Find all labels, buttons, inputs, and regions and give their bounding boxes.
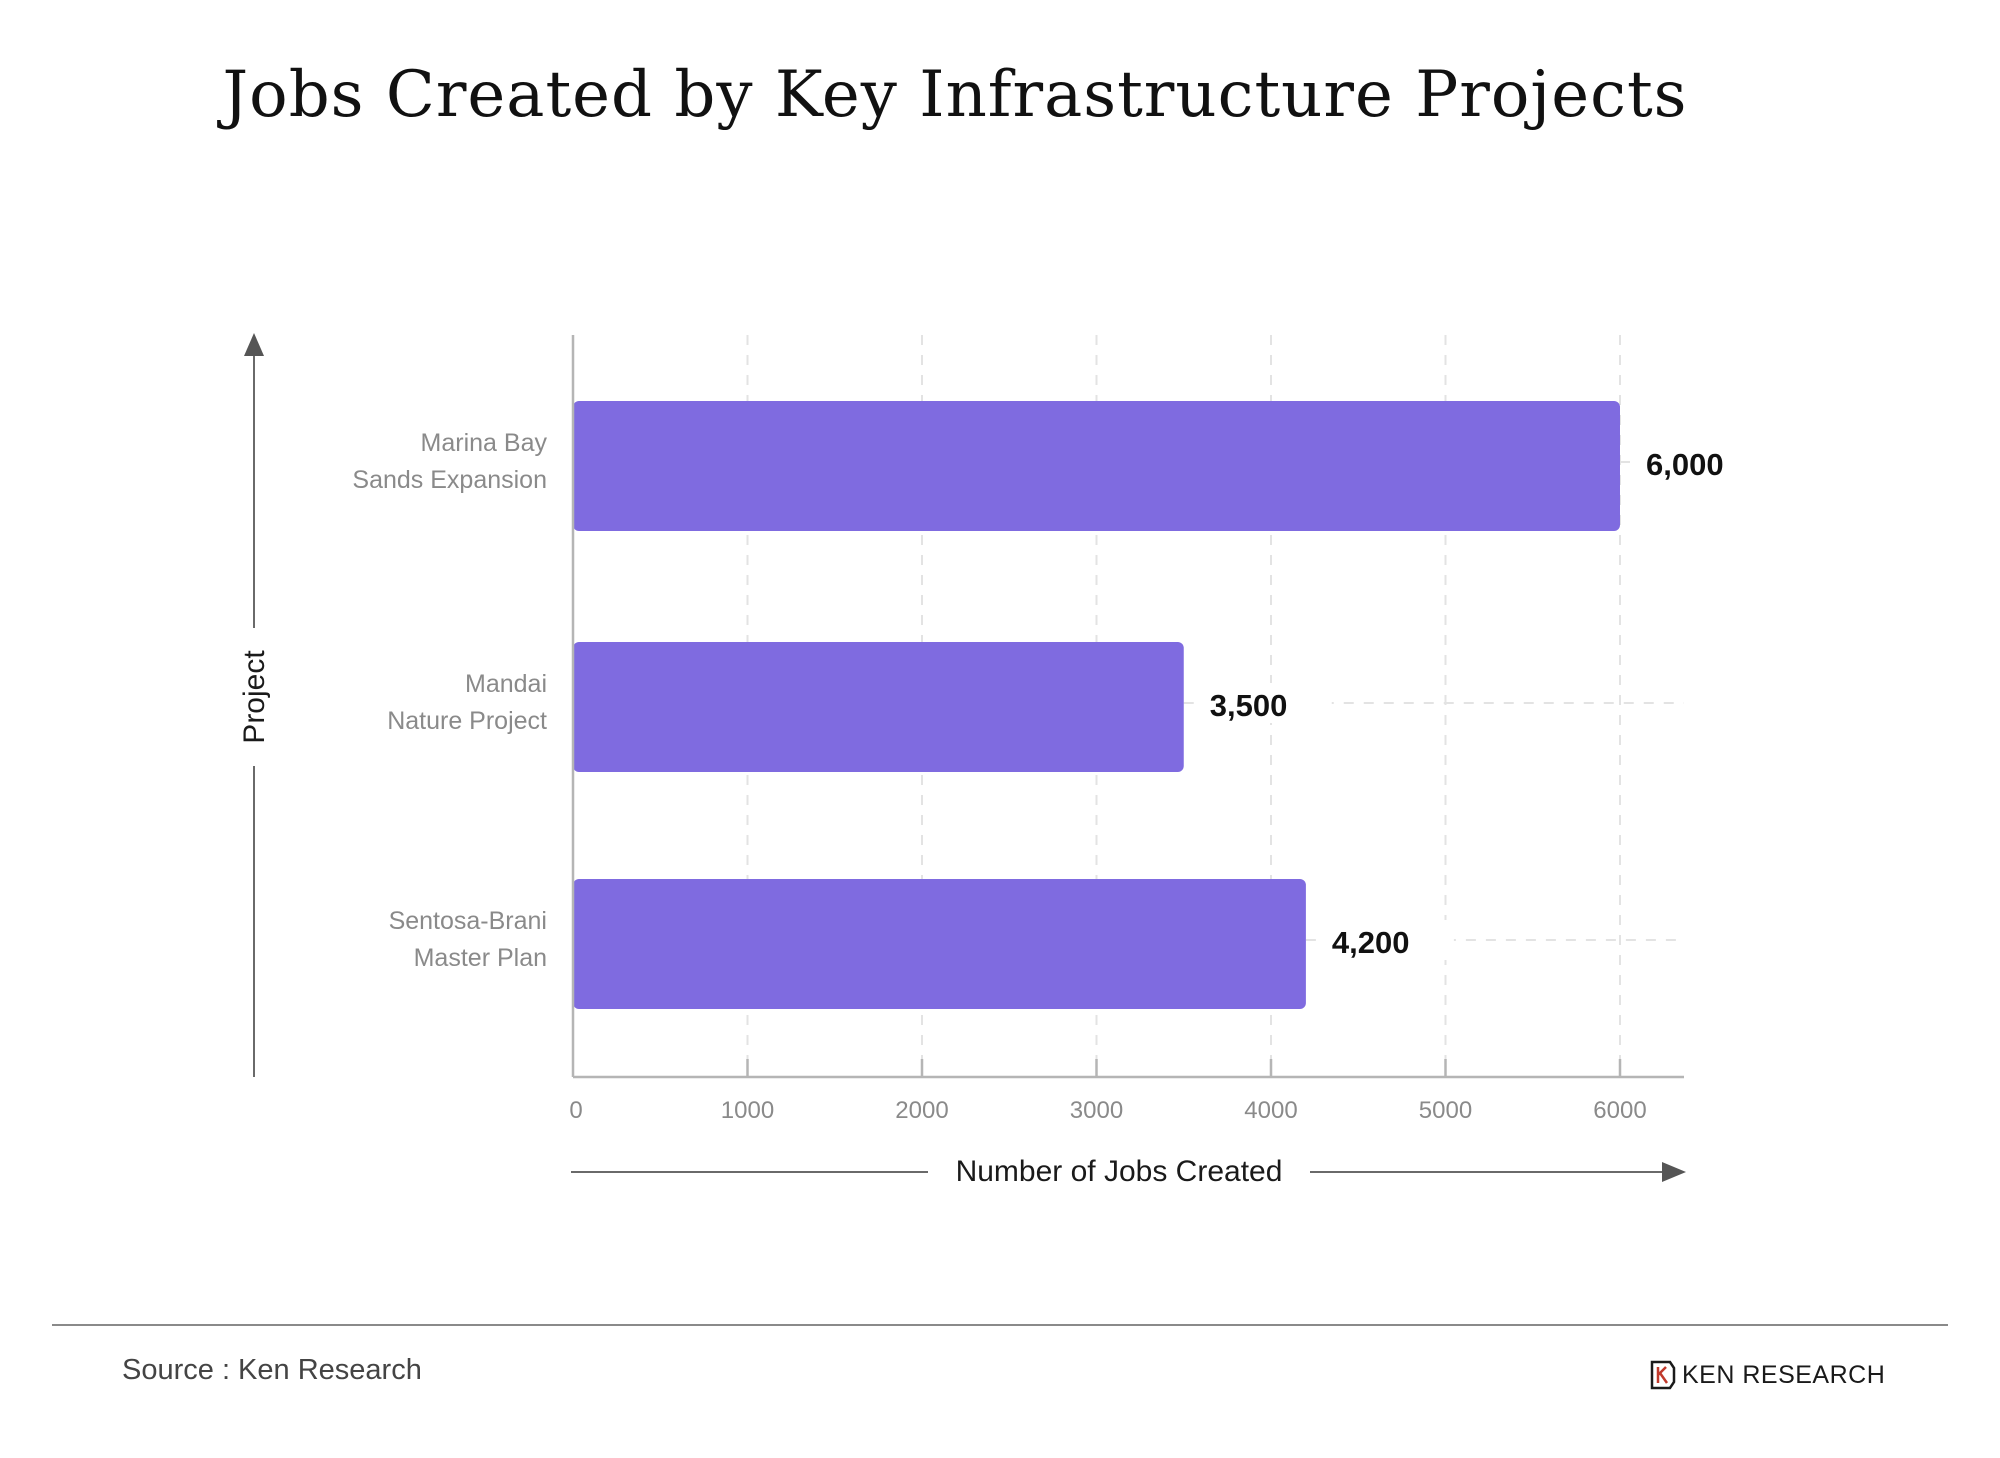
ken-research-logo-icon: [1650, 1360, 1676, 1390]
x-tick-label: 5000: [1419, 1097, 1472, 1124]
y-axis-arrow-head: [244, 333, 264, 356]
data-label-bg: [1323, 920, 1454, 960]
bar: [573, 879, 1306, 1009]
brand-text: KEN RESEARCH: [1682, 1360, 1886, 1389]
category-label: Sentosa-Brani: [389, 907, 547, 935]
data-label-bg: [1201, 683, 1332, 723]
category-label: Marina Bay: [421, 429, 548, 457]
category-label: Sands Expansion: [352, 466, 547, 494]
data-label: 6,000: [1646, 447, 1724, 482]
x-tick-label: 6000: [1593, 1097, 1646, 1124]
bar: [573, 642, 1184, 772]
data-label: 4,200: [1332, 925, 1410, 960]
data-label-bg: [1638, 442, 1768, 482]
category-label: Mandai: [465, 670, 547, 698]
x-tick-label: 4000: [1244, 1097, 1297, 1124]
brand: KEN RESEARCH: [1650, 1358, 1885, 1392]
chart-title: Jobs Created by Key Infrastructure Proje…: [222, 58, 1688, 132]
bar: [573, 401, 1620, 531]
x-axis-arrow-head: [1662, 1162, 1686, 1182]
footer-divider: [52, 1324, 1948, 1326]
category-label: Master Plan: [414, 944, 547, 972]
x-tick-label: 1000: [721, 1097, 774, 1124]
x-axis-title: Number of Jobs Created: [956, 1155, 1283, 1188]
x-tick-label: 3000: [1070, 1097, 1123, 1124]
source-note: Source : Ken Research: [122, 1354, 422, 1386]
bar-chart: 6,000 Marina Bay Sands Expansion 3,500 Manda…: [238, 333, 1768, 1188]
x-tick-label: 0: [569, 1097, 582, 1124]
x-tick-label: 2000: [895, 1097, 948, 1124]
category-label: Nature Project: [387, 707, 547, 735]
y-axis-title: Project: [238, 650, 271, 744]
data-label: 3,500: [1210, 688, 1288, 723]
